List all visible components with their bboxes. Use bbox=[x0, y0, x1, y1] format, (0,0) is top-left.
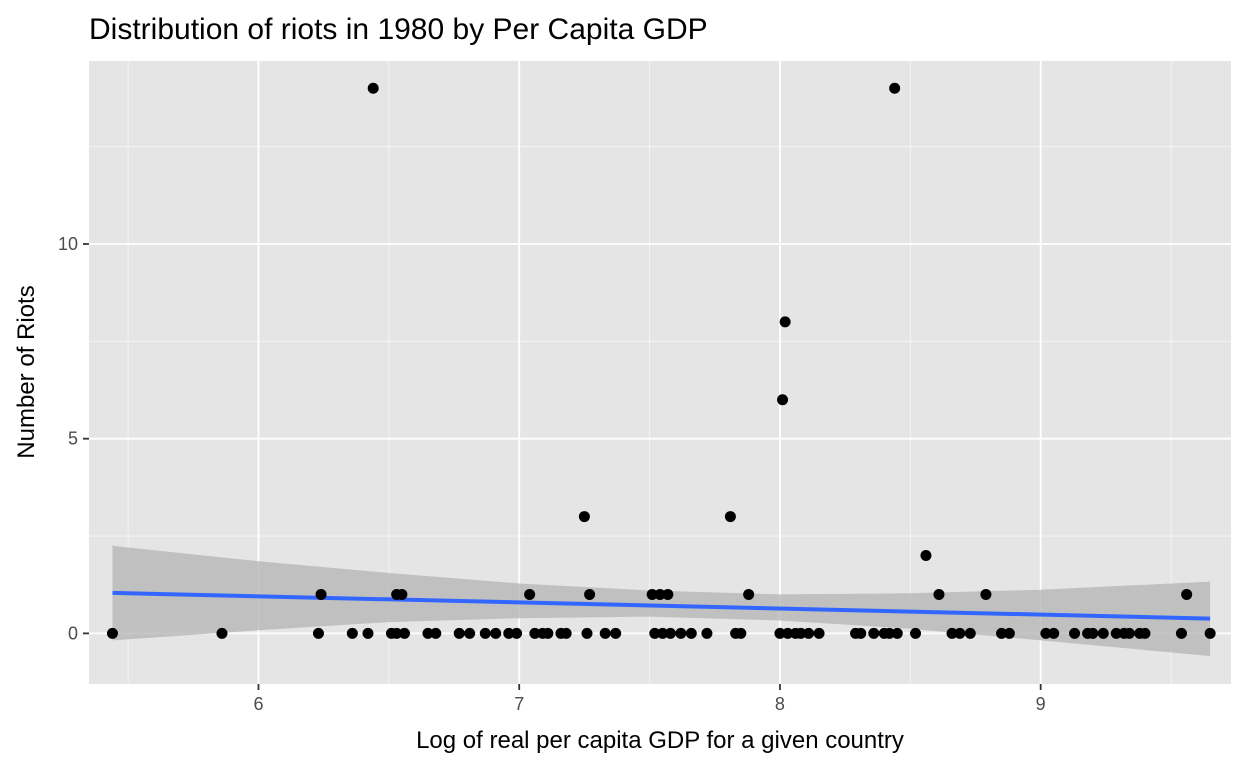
data-point bbox=[795, 627, 807, 639]
confidence-band bbox=[112, 545, 1211, 656]
x-tick-label: 6 bbox=[253, 694, 263, 714]
data-point bbox=[1139, 627, 1151, 639]
data-point bbox=[910, 627, 922, 639]
data-point bbox=[396, 588, 408, 600]
major-gridlines bbox=[89, 61, 1231, 684]
data-point bbox=[946, 627, 958, 639]
data-point bbox=[777, 394, 789, 406]
x-axis: 6 7 8 9 bbox=[253, 684, 1046, 714]
data-point bbox=[542, 627, 554, 639]
data-point bbox=[1204, 627, 1216, 639]
data-point bbox=[933, 588, 945, 600]
data-point bbox=[724, 511, 736, 523]
data-point bbox=[367, 82, 379, 94]
data-point bbox=[803, 627, 815, 639]
data-point bbox=[1048, 627, 1060, 639]
data-point bbox=[1040, 627, 1052, 639]
data-point bbox=[646, 588, 658, 600]
data-point bbox=[1123, 627, 1135, 639]
y-axis: 0 5 10 bbox=[58, 234, 89, 643]
data-point bbox=[779, 316, 791, 328]
data-point bbox=[430, 627, 442, 639]
fit-line bbox=[112, 590, 1211, 621]
data-point bbox=[524, 588, 536, 600]
data-point bbox=[782, 627, 794, 639]
data-point bbox=[312, 627, 324, 639]
data-point bbox=[868, 627, 880, 639]
data-point bbox=[654, 588, 666, 600]
data-point bbox=[1175, 627, 1187, 639]
data-point bbox=[1181, 588, 1193, 600]
data-points bbox=[106, 82, 1216, 639]
data-point bbox=[490, 627, 502, 639]
data-point bbox=[398, 627, 410, 639]
data-point bbox=[662, 588, 674, 600]
data-point bbox=[735, 627, 747, 639]
data-point bbox=[774, 627, 786, 639]
data-point bbox=[391, 627, 403, 639]
data-point bbox=[657, 627, 669, 639]
data-point bbox=[560, 627, 572, 639]
data-point bbox=[1069, 627, 1081, 639]
data-point bbox=[1110, 627, 1122, 639]
data-point bbox=[503, 627, 515, 639]
chart-title: Distribution of riots in 1980 by Per Cap… bbox=[89, 13, 708, 46]
data-point bbox=[581, 627, 593, 639]
data-point bbox=[610, 627, 622, 639]
data-point bbox=[813, 627, 825, 639]
data-point bbox=[996, 627, 1008, 639]
data-point bbox=[106, 627, 118, 639]
y-tick-label: 0 bbox=[68, 623, 78, 643]
data-point bbox=[1087, 627, 1099, 639]
y-axis-title: Number of Riots bbox=[13, 285, 40, 458]
data-point bbox=[675, 627, 687, 639]
x-tick-label: 9 bbox=[1036, 694, 1046, 714]
data-point bbox=[479, 627, 491, 639]
data-point bbox=[664, 627, 676, 639]
y-tick-label: 5 bbox=[68, 429, 78, 449]
data-point bbox=[362, 627, 374, 639]
data-point bbox=[920, 550, 932, 562]
data-point bbox=[883, 627, 895, 639]
data-point bbox=[1003, 627, 1015, 639]
data-point bbox=[584, 588, 596, 600]
data-point bbox=[701, 627, 713, 639]
data-point bbox=[1097, 627, 1109, 639]
y-tick-label: 10 bbox=[58, 234, 78, 254]
data-point bbox=[964, 627, 976, 639]
data-point bbox=[511, 627, 523, 639]
data-point bbox=[529, 627, 541, 639]
data-point bbox=[422, 627, 434, 639]
x-tick-label: 7 bbox=[514, 694, 524, 714]
data-point bbox=[578, 511, 590, 523]
data-point bbox=[453, 627, 465, 639]
data-point bbox=[891, 627, 903, 639]
x-axis-title: Log of real per capita GDP for a given c… bbox=[416, 727, 904, 754]
x-tick-label: 8 bbox=[775, 694, 785, 714]
data-point bbox=[855, 627, 867, 639]
data-point bbox=[315, 588, 327, 600]
data-point bbox=[889, 82, 901, 94]
data-point bbox=[685, 627, 697, 639]
data-point bbox=[599, 627, 611, 639]
data-point bbox=[743, 588, 755, 600]
data-point bbox=[216, 627, 228, 639]
data-point bbox=[649, 627, 661, 639]
data-point bbox=[464, 627, 476, 639]
data-point bbox=[954, 627, 966, 639]
data-point bbox=[346, 627, 358, 639]
data-point bbox=[980, 588, 992, 600]
